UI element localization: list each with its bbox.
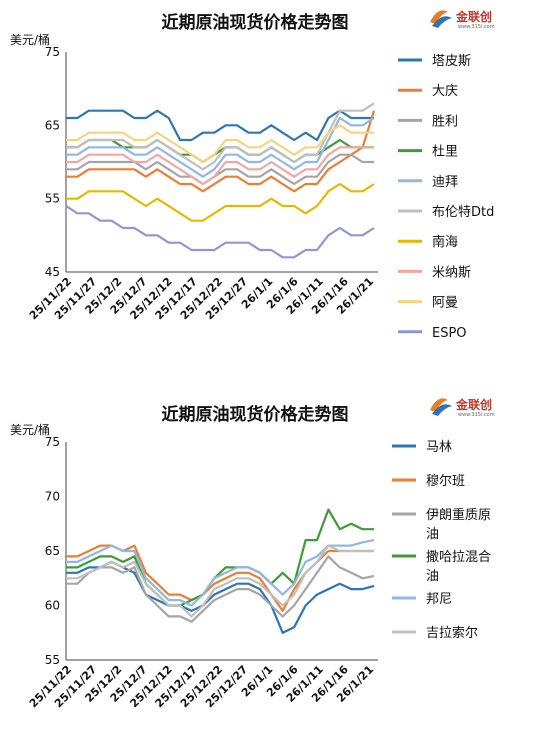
y-tick-label: 65 [45, 544, 60, 558]
series-line-2 [66, 110, 376, 193]
y-tick-label: 55 [45, 653, 60, 667]
legend-label: 马林 [426, 440, 452, 455]
series-line-3 [66, 555, 375, 623]
legend-item: 布伦特Dtd [398, 205, 494, 220]
chart-title: 近期原油现货价格走势图 [162, 404, 349, 425]
legend-label: 杜里 [432, 145, 458, 160]
legend-item: 邦尼 [392, 592, 452, 607]
legend-item: 胜利 [398, 114, 458, 129]
y-tick-label: 45 [45, 265, 60, 279]
legend-label: 大庆 [432, 84, 458, 99]
chart-2-svg: 近期原油现货价格走势图美元/桶556065707525/11/2225/11/2… [10, 397, 495, 710]
legend-label: 伊朗重质原 [426, 507, 491, 523]
y-tick-label: 75 [45, 45, 60, 59]
logo-subtext: www.315i.com [458, 24, 495, 30]
chart-panel-2: 近期原油现货价格走势图 美元/桶 55 60 65 70 75 25/11/22 25/11/2… [0, 380, 544, 749]
series-line-4 [66, 508, 374, 607]
series-line-1 [66, 109, 374, 142]
series-line-6 [66, 102, 375, 171]
series-line-2 [66, 544, 374, 612]
y-tick-label: 60 [45, 599, 60, 613]
legend-label: ESPO [432, 326, 467, 341]
legend-label: 布伦特Dtd [432, 205, 494, 220]
chart-title: 近期原油现货价格走势图 [162, 12, 349, 33]
legend-label: 迪拜 [432, 175, 458, 190]
legend-label: 阿曼 [432, 296, 458, 311]
series-line-8 [66, 146, 374, 186]
y-axis-unit-label: 美元/桶 [10, 32, 50, 47]
y-tick-label: 70 [45, 490, 60, 504]
legend-label-cont: 油 [426, 569, 439, 584]
logo-icon [430, 398, 452, 416]
series-line-5 [66, 539, 375, 607]
series-line-3 [66, 153, 374, 186]
logo-subtext: www.315i.com [458, 412, 495, 418]
series-line-5 [66, 116, 375, 178]
logo-text: 金联创 [455, 397, 492, 412]
legend-label: 邦尼 [426, 592, 452, 607]
y-tick-label: 75 [45, 435, 60, 449]
legend-item: 塔皮斯 [398, 54, 471, 69]
legend-label: 穆尔班 [426, 474, 465, 489]
legend-item: ESPO [398, 326, 467, 341]
legend-label: 胜利 [432, 114, 458, 129]
legend-label-cont: 油 [426, 527, 439, 542]
legend-item: 穆尔班 [392, 474, 465, 489]
logo-text: 金联创 [455, 9, 492, 24]
legend-item: 迪拜 [398, 175, 458, 190]
y-tick-label: 65 [45, 118, 60, 132]
chart-panel-1: 近期原油现货价格走势图 美元/桶 45 55 65 75 25/11/22 25/11/27 2… [0, 0, 544, 372]
legend-item: 米纳斯 [398, 265, 471, 280]
legend-item: 马林 [392, 440, 452, 455]
legend-label: 撒哈拉混合 [426, 549, 491, 565]
y-axis-unit-label: 美元/桶 [10, 422, 50, 437]
series-line-10 [65, 205, 375, 259]
series-line-9 [66, 124, 374, 164]
y-tick-label: 55 [45, 192, 60, 206]
legend-label: 米纳斯 [432, 265, 471, 280]
legend-label: 塔皮斯 [432, 54, 471, 69]
legend-item: 阿曼 [398, 296, 458, 311]
legend-label: 吉拉索尔 [426, 626, 478, 641]
legend-item: 南海 [398, 234, 458, 250]
logo-icon [430, 10, 452, 28]
series-line-7 [66, 182, 375, 222]
legend-item: 大庆 [398, 84, 458, 99]
legend-label: 南海 [432, 234, 458, 250]
legend-item: 杜里 [398, 145, 458, 160]
chart-1-svg: 近期原油现货价格走势图美元/桶4555657525/11/2225/11/272… [10, 9, 495, 341]
legend-item: 吉拉索尔 [392, 626, 478, 641]
series-line-6 [66, 544, 374, 618]
